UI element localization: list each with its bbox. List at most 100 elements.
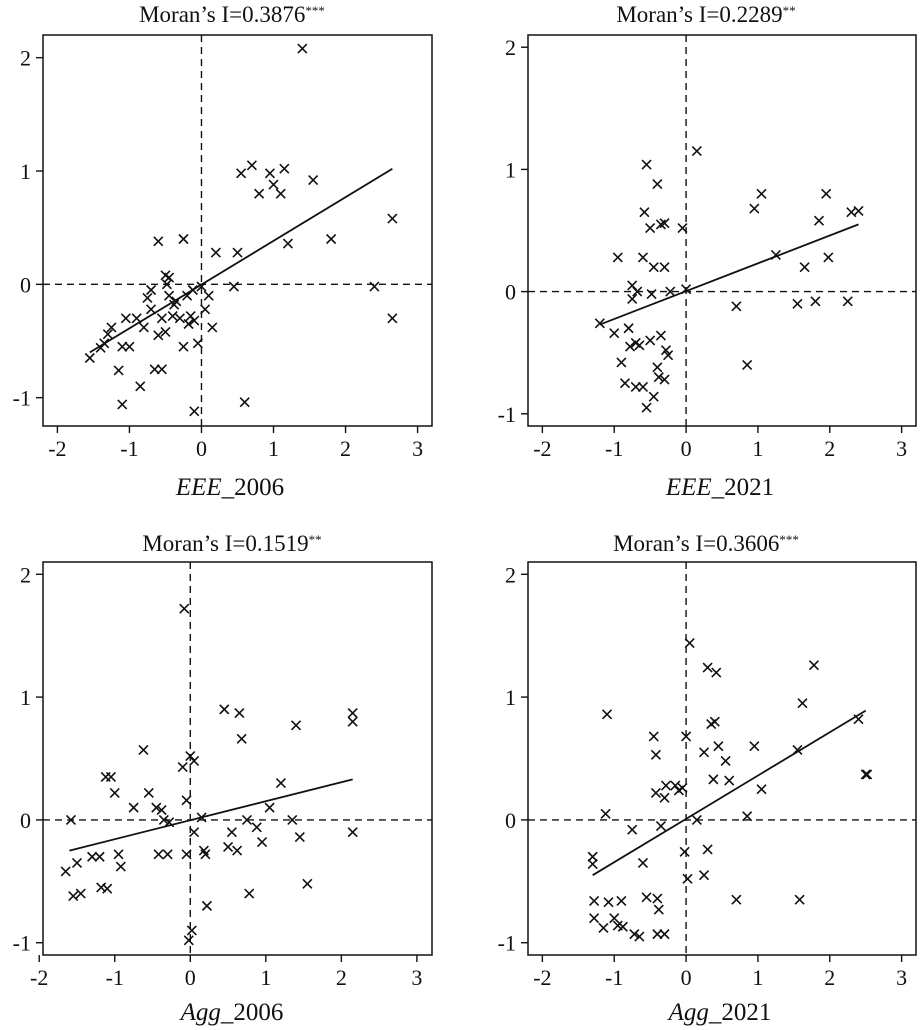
- data-point: [246, 160, 257, 171]
- data-point: [145, 304, 157, 315]
- fit-line: [599, 223, 859, 326]
- x-axis-label: EEE_2021: [665, 474, 774, 501]
- data-point: [641, 402, 652, 413]
- data-point: [151, 802, 162, 813]
- data-point: [226, 827, 237, 838]
- data-point: [117, 341, 128, 352]
- data-point: [222, 841, 234, 852]
- data-point: [179, 603, 190, 614]
- data-point: [138, 322, 149, 333]
- data-point: [200, 849, 211, 860]
- x-tick-label: 1: [268, 436, 279, 461]
- data-point: [201, 900, 212, 911]
- data-point: [109, 787, 120, 798]
- data-point: [94, 851, 105, 862]
- x-tick-label: -2: [533, 436, 551, 461]
- data-point: [691, 146, 702, 157]
- fit-line: [89, 167, 393, 354]
- data-point: [598, 922, 609, 934]
- data-point: [702, 662, 713, 673]
- data-point: [232, 845, 243, 856]
- y-tick-label: 0: [20, 808, 31, 833]
- data-point: [120, 313, 131, 324]
- data-point: [616, 357, 627, 368]
- data-point: [158, 814, 169, 825]
- data-point: [347, 827, 358, 838]
- y-tick-label: 0: [505, 280, 516, 305]
- data-point: [128, 802, 139, 813]
- data-point: [587, 859, 598, 870]
- x-axis-label: EEE_2006: [175, 474, 284, 501]
- data-point: [653, 904, 664, 915]
- y-tick-label: -1: [13, 931, 31, 956]
- data-point: [244, 888, 255, 899]
- data-point: [369, 281, 380, 292]
- data-point: [589, 895, 600, 907]
- data-point: [189, 755, 200, 767]
- data-point: [287, 814, 298, 825]
- data-point: [174, 313, 185, 324]
- x-tick-label: 3: [896, 965, 907, 990]
- data-point: [652, 362, 663, 373]
- y-tick-label: 0: [505, 808, 516, 833]
- data-point: [177, 762, 188, 773]
- data-point: [145, 284, 157, 296]
- panel-agg-2021: Moran’s I=0.3606*** Agg_2021 -2 -1 0 1 2 3 -1 0…: [498, 531, 917, 1026]
- data-point: [279, 163, 290, 174]
- data-point: [302, 878, 313, 889]
- data-point: [619, 378, 631, 389]
- data-point: [702, 844, 713, 855]
- data-point: [254, 188, 265, 199]
- x-tick-label: -2: [30, 965, 48, 990]
- data-point: [203, 290, 214, 301]
- data-point: [612, 252, 623, 263]
- data-point: [629, 929, 640, 940]
- data-point: [189, 406, 200, 417]
- data-point: [731, 301, 742, 312]
- data-point: [709, 716, 720, 727]
- x-tick-label: 1: [752, 436, 763, 461]
- data-point: [297, 43, 308, 54]
- data-point: [275, 188, 286, 199]
- data-point: [742, 811, 753, 822]
- y-tick-label: 1: [20, 159, 31, 184]
- data-point: [641, 892, 652, 903]
- data-point: [99, 338, 110, 349]
- x-tick-label: 3: [412, 436, 423, 461]
- data-point: [149, 364, 160, 375]
- data-point: [290, 720, 302, 731]
- data-point: [842, 296, 853, 307]
- data-point: [161, 279, 172, 290]
- data-point: [163, 290, 175, 301]
- fit-line: [592, 709, 867, 876]
- x-tick-label: -2: [533, 965, 551, 990]
- data-point: [138, 744, 149, 755]
- x-tick-label: 3: [411, 965, 422, 990]
- data-point: [167, 311, 178, 322]
- data-point: [256, 836, 268, 848]
- y-tick-label: -1: [498, 931, 516, 956]
- panel-eee-2006: Moran’s I=0.3876*** EEE_2006 -2 -1 0 1 2 3 -1 0…: [13, 2, 433, 501]
- y-tick-label: 2: [20, 46, 31, 71]
- y-tick-label: -1: [13, 386, 31, 411]
- data-point: [124, 341, 135, 352]
- data-point: [698, 747, 710, 758]
- y-tick-label: 0: [20, 272, 31, 297]
- data-point: [616, 895, 627, 907]
- data-point: [749, 203, 760, 214]
- x-tick-label: 2: [824, 965, 835, 990]
- data-point: [87, 851, 98, 862]
- data-point: [659, 929, 670, 940]
- data-point: [594, 318, 605, 329]
- data-point: [236, 733, 247, 744]
- data-point: [232, 247, 243, 258]
- data-point: [228, 281, 239, 292]
- data-point: [236, 168, 247, 179]
- x-tick-label: -1: [605, 965, 623, 990]
- panel-eee-2021: Moran’s I=0.2289** EEE_2021 -2 -1 0 1 2 3 -1 0 1…: [498, 2, 917, 501]
- data-point: [724, 775, 735, 786]
- data-point: [637, 381, 649, 392]
- data-point: [821, 188, 832, 199]
- data-point: [135, 381, 146, 392]
- data-point: [294, 832, 305, 843]
